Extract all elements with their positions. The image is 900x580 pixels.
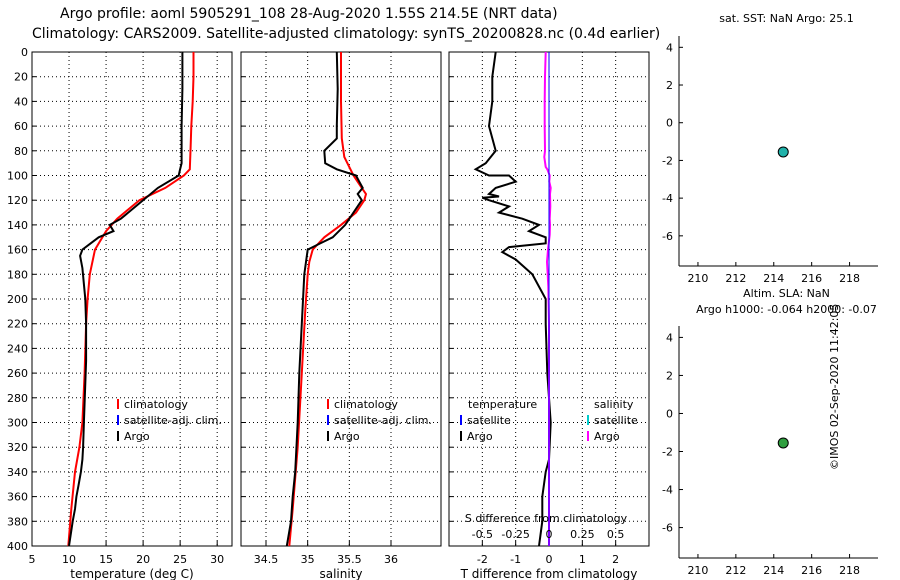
- difference-top-axis-label: S difference from climatology: [465, 512, 628, 525]
- difference-legend-header-t: temperature: [468, 398, 537, 411]
- sst_map-xtick-label: 216: [801, 272, 822, 285]
- sla_map-panel: [678, 326, 878, 559]
- difference-series-t-difference-argo-: [473, 51, 552, 547]
- depth-tick-label: 120: [7, 194, 28, 207]
- depth-tick-label: 160: [7, 244, 28, 257]
- difference-top-tick-label: -0.25: [501, 528, 529, 541]
- sla_map-ytick-label: -6: [662, 522, 673, 535]
- depth-tick-label: 340: [7, 466, 28, 479]
- difference-xtick-label: 2: [612, 553, 619, 566]
- sst_map-ytick-label: 2: [666, 79, 673, 92]
- depth-tick-label: 380: [7, 515, 28, 528]
- sla_map-xtick-label: 218: [839, 564, 860, 577]
- sst_map-ytick-label: 4: [666, 41, 673, 54]
- salinity-xtick-label: 35.5: [337, 553, 362, 566]
- difference-top-tick-label: 0: [546, 528, 553, 541]
- difference-xlabel: T difference from climatology: [460, 567, 638, 580]
- depth-tick-label: 400: [7, 540, 28, 553]
- sla_map-xtick-label: 212: [725, 564, 746, 577]
- sla_map-ytick-label: -4: [662, 484, 673, 497]
- depth-tick-label: 60: [14, 120, 28, 133]
- difference-xtick-label: -1: [510, 553, 521, 566]
- sst_map-argo-point: [777, 146, 789, 158]
- difference-series-s-difference-argo-: [543, 51, 552, 546]
- sla_map-ytick-label: -2: [662, 446, 673, 459]
- depth-tick-label: 260: [7, 367, 28, 380]
- difference-legend-left-label: Argo: [467, 430, 493, 443]
- difference-xtick-label: -2: [477, 553, 488, 566]
- difference-top-tick-label: 0.5: [607, 528, 625, 541]
- header-line-1: Argo profile: aoml 5905291_108 28-Aug-20…: [60, 6, 558, 22]
- sst_map-ytick-label: 0: [666, 117, 673, 130]
- temperature-series-climatology: [67, 52, 195, 547]
- salinity-xlabel: salinity: [319, 567, 362, 580]
- salinity-legend-label: Argo: [334, 430, 360, 443]
- temperature-series-argo: [68, 52, 184, 547]
- difference-legend-left-label: satellite: [467, 414, 511, 427]
- sst_map-ytick-label: -6: [662, 230, 673, 243]
- sst_map-xtick-label: 210: [687, 272, 708, 285]
- sla_map-argo-point: [777, 437, 789, 449]
- difference-legend-right-label: Argo: [594, 430, 620, 443]
- sla_map-title: Altim. SLA: NaN: [743, 287, 830, 300]
- difference-top-tick-label: -0.5: [472, 528, 493, 541]
- depth-tick-label: 200: [7, 293, 28, 306]
- header-line-2: Climatology: CARS2009. Satellite-adjuste…: [32, 26, 661, 42]
- depth-tick-label: 180: [7, 268, 28, 281]
- depth-tick-label: 280: [7, 392, 28, 405]
- depth-tick-label: 20: [14, 71, 28, 84]
- sla_map-xtick-label: 210: [687, 564, 708, 577]
- temperature-xtick-label: 20: [136, 553, 150, 566]
- credit-footer: ©IMOS 02-Sep-2020 11:42:05: [828, 303, 841, 470]
- sla_map-ytick-label: 2: [666, 369, 673, 382]
- sst_map-xtick-label: 212: [725, 272, 746, 285]
- sst_map-panel: [678, 36, 878, 267]
- sst_map-ytick-label: -4: [662, 192, 673, 205]
- sst_map-title: sat. SST: NaN Argo: 25.1: [719, 12, 853, 25]
- depth-tick-label: 320: [7, 441, 28, 454]
- depth-tick-label: 40: [14, 95, 28, 108]
- temperature-xtick-label: 15: [99, 553, 113, 566]
- sst_map-ytick-label: -2: [662, 154, 673, 167]
- salinity-xtick-label: 36: [384, 553, 398, 566]
- temperature-xtick-label: 5: [29, 553, 36, 566]
- sst_map-xtick-label: 214: [763, 272, 784, 285]
- difference-top-tick-label: 0.25: [570, 528, 595, 541]
- difference-xtick-label: 1: [579, 553, 586, 566]
- difference-legend-header-s: salinity: [594, 398, 634, 411]
- temperature-legend-label: satellite-adj. clim.: [124, 414, 222, 427]
- salinity-series-climatology: [288, 52, 368, 547]
- sla_map-xtick-label: 214: [763, 564, 784, 577]
- temperature-xtick-label: 10: [62, 553, 76, 566]
- depth-tick-label: 240: [7, 342, 28, 355]
- salinity-panel: [240, 51, 442, 547]
- salinity-xtick-label: 34.5: [254, 553, 279, 566]
- depth-tick-label: 360: [7, 491, 28, 504]
- salinity-legend-label: satellite-adj. clim.: [334, 414, 432, 427]
- salinity-series-argo: [285, 51, 364, 547]
- depth-tick-label: 140: [7, 219, 28, 232]
- difference-xtick-label: 0: [546, 553, 553, 566]
- depth-tick-label: 300: [7, 417, 28, 430]
- temperature-legend-label: climatology: [124, 398, 188, 411]
- sla_map-ytick-label: 0: [666, 407, 673, 420]
- temperature-xlabel: temperature (deg C): [70, 567, 193, 580]
- temperature-xtick-label: 25: [173, 553, 187, 566]
- difference-legend-right-label: satellite: [594, 414, 638, 427]
- sla_map-ytick-label: 4: [666, 331, 673, 344]
- depth-tick-label: 220: [7, 318, 28, 331]
- sst_map-xtick-label: 218: [839, 272, 860, 285]
- salinity-xtick-label: 35: [301, 553, 315, 566]
- depth-tick-label: 100: [7, 170, 28, 183]
- temperature-legend-label: Argo: [124, 430, 150, 443]
- salinity-legend-label: climatology: [334, 398, 398, 411]
- sla_map-subtitle: Argo h1000: -0.064 h2000: -0.07: [696, 303, 877, 316]
- temperature-xtick-label: 30: [210, 553, 224, 566]
- sla_map-xtick-label: 216: [801, 564, 822, 577]
- depth-tick-label: 80: [14, 145, 28, 158]
- temperature-panel: [31, 51, 233, 547]
- depth-tick-label: 0: [21, 46, 28, 59]
